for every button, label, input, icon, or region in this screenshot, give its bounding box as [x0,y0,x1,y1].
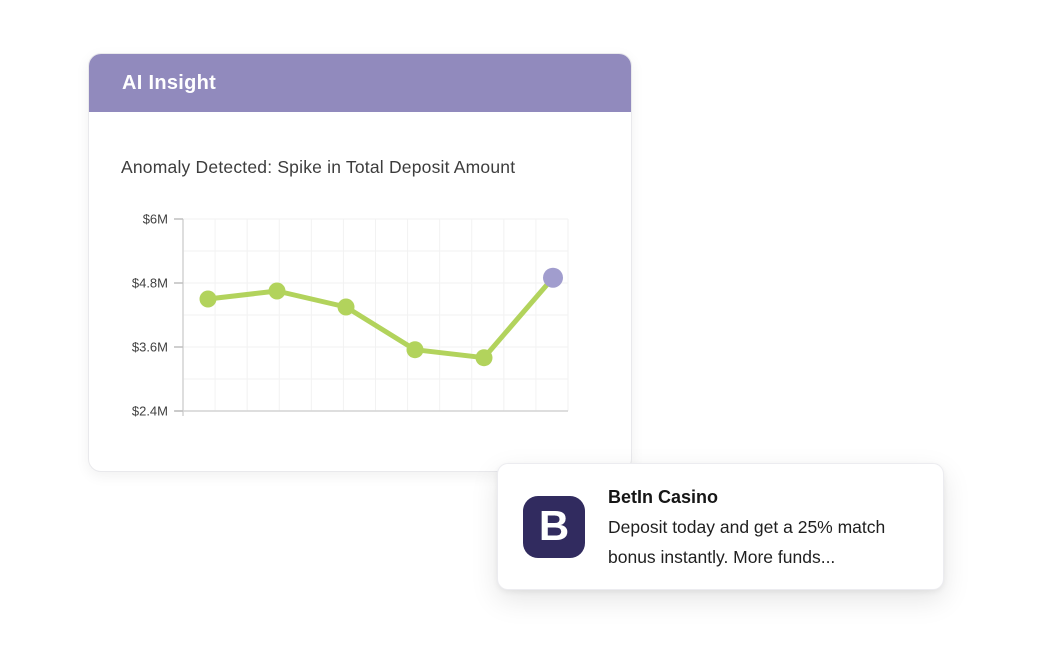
deposit-trend-line [205,275,556,361]
y-tick-label: $3.6M [132,340,168,355]
toast-message: Deposit today and get a 25% match bonus … [608,517,886,567]
y-tick-label: $6M [143,212,168,227]
betin-casino-logo-icon: B [523,495,585,558]
data-point [268,282,286,300]
card-header-title: AI Insight [122,71,217,94]
deposit-line-chart: $6M $4.8M $3.6M $2.4M [101,199,599,431]
anomaly-data-point [543,267,563,288]
logo-letter: B [538,501,570,549]
y-tick-label: $4.8M [132,276,168,291]
data-point [337,298,355,316]
toast-title: BetIn Casino [608,487,719,507]
toast-text-block: BetIn Casino Deposit today and get a 25%… [608,481,930,572]
deposit-trend-svg: $6M $4.8M $3.6M $2.4M [132,212,569,419]
ai-insight-card: AI Insight Anomaly Detected: Spike in To… [88,53,632,472]
ai-insight-header: AI Insight [89,54,631,112]
ai-insight-body: Anomaly Detected: Spike in Total Deposit… [89,154,631,431]
anomaly-message: Anomaly Detected: Spike in Total Deposit… [121,157,516,177]
data-point [406,341,424,359]
notification-toast[interactable]: B BetIn Casino Deposit today and get a 2… [497,463,944,590]
data-point [199,290,217,308]
data-point [475,349,493,367]
y-tick-label: $2.4M [132,404,168,419]
